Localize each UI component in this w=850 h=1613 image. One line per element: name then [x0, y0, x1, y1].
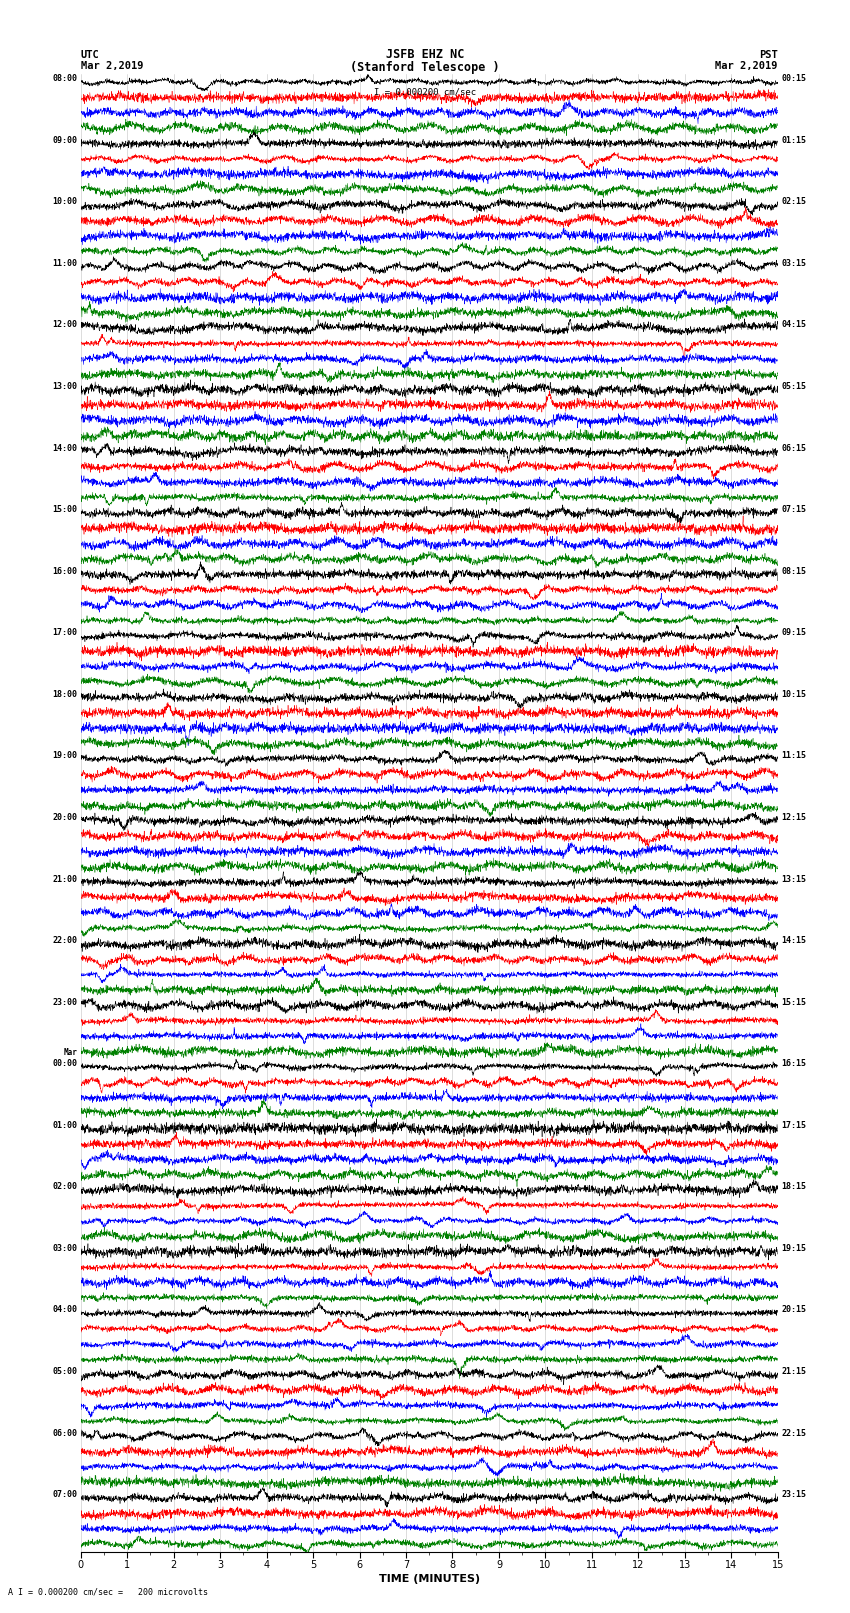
Text: 07:00: 07:00	[53, 1490, 77, 1498]
Text: 22:15: 22:15	[781, 1429, 806, 1437]
Text: 03:00: 03:00	[53, 1244, 77, 1253]
Text: 23:15: 23:15	[781, 1490, 806, 1498]
Text: 15:15: 15:15	[781, 997, 806, 1007]
Text: 04:15: 04:15	[781, 321, 806, 329]
Text: PST: PST	[759, 50, 778, 60]
X-axis label: TIME (MINUTES): TIME (MINUTES)	[379, 1574, 479, 1584]
Text: 14:15: 14:15	[781, 936, 806, 945]
Text: 20:00: 20:00	[53, 813, 77, 823]
Text: 05:00: 05:00	[53, 1368, 77, 1376]
Text: 05:15: 05:15	[781, 382, 806, 390]
Text: JSFB EHZ NC: JSFB EHZ NC	[386, 48, 464, 61]
Text: 21:00: 21:00	[53, 874, 77, 884]
Text: (Stanford Telescope ): (Stanford Telescope )	[350, 61, 500, 74]
Text: 19:00: 19:00	[53, 752, 77, 760]
Text: 10:00: 10:00	[53, 197, 77, 206]
Text: 04:00: 04:00	[53, 1305, 77, 1315]
Text: 09:00: 09:00	[53, 135, 77, 145]
Text: Mar 2,2019: Mar 2,2019	[715, 61, 778, 71]
Text: 00:00: 00:00	[53, 1060, 77, 1068]
Text: 23:00: 23:00	[53, 997, 77, 1007]
Text: 09:15: 09:15	[781, 627, 806, 637]
Text: 06:15: 06:15	[781, 444, 806, 453]
Text: 17:00: 17:00	[53, 627, 77, 637]
Text: 13:15: 13:15	[781, 874, 806, 884]
Text: I = 0.000200 cm/sec: I = 0.000200 cm/sec	[374, 87, 476, 97]
Text: 02:15: 02:15	[781, 197, 806, 206]
Text: 00:15: 00:15	[781, 74, 806, 84]
Text: 11:00: 11:00	[53, 260, 77, 268]
Text: 22:00: 22:00	[53, 936, 77, 945]
Text: 07:15: 07:15	[781, 505, 806, 515]
Text: A I = 0.000200 cm/sec =   200 microvolts: A I = 0.000200 cm/sec = 200 microvolts	[8, 1587, 208, 1597]
Text: 18:00: 18:00	[53, 690, 77, 698]
Text: 15:00: 15:00	[53, 505, 77, 515]
Text: 08:15: 08:15	[781, 566, 806, 576]
Text: 12:00: 12:00	[53, 321, 77, 329]
Text: 20:15: 20:15	[781, 1305, 806, 1315]
Text: 01:00: 01:00	[53, 1121, 77, 1129]
Text: 14:00: 14:00	[53, 444, 77, 453]
Text: 10:15: 10:15	[781, 690, 806, 698]
Text: UTC: UTC	[81, 50, 99, 60]
Text: 18:15: 18:15	[781, 1182, 806, 1192]
Text: 12:15: 12:15	[781, 813, 806, 823]
Text: 13:00: 13:00	[53, 382, 77, 390]
Text: Mar: Mar	[64, 1048, 77, 1057]
Text: 11:15: 11:15	[781, 752, 806, 760]
Text: 02:00: 02:00	[53, 1182, 77, 1192]
Text: 06:00: 06:00	[53, 1429, 77, 1437]
Text: 17:15: 17:15	[781, 1121, 806, 1129]
Text: 16:15: 16:15	[781, 1060, 806, 1068]
Text: 16:00: 16:00	[53, 566, 77, 576]
Text: 19:15: 19:15	[781, 1244, 806, 1253]
Text: Mar 2,2019: Mar 2,2019	[81, 61, 144, 71]
Text: 03:15: 03:15	[781, 260, 806, 268]
Text: 08:00: 08:00	[53, 74, 77, 84]
Text: 01:15: 01:15	[781, 135, 806, 145]
Text: 21:15: 21:15	[781, 1368, 806, 1376]
